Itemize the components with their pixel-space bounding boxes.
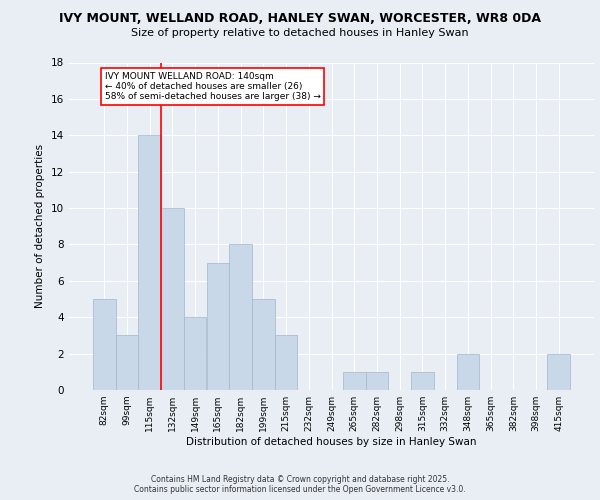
Bar xyxy=(206,262,229,390)
Bar xyxy=(161,208,184,390)
Bar xyxy=(252,299,275,390)
Bar xyxy=(411,372,434,390)
Bar xyxy=(229,244,252,390)
Y-axis label: Number of detached properties: Number of detached properties xyxy=(35,144,46,308)
Bar xyxy=(365,372,388,390)
Bar xyxy=(547,354,570,390)
Bar xyxy=(184,317,206,390)
Bar xyxy=(139,136,161,390)
Text: IVY MOUNT WELLAND ROAD: 140sqm
← 40% of detached houses are smaller (26)
58% of : IVY MOUNT WELLAND ROAD: 140sqm ← 40% of … xyxy=(104,72,320,102)
Text: Size of property relative to detached houses in Hanley Swan: Size of property relative to detached ho… xyxy=(131,28,469,38)
Bar xyxy=(275,336,298,390)
Text: Contains HM Land Registry data © Crown copyright and database right 2025.
Contai: Contains HM Land Registry data © Crown c… xyxy=(134,474,466,494)
Bar xyxy=(343,372,365,390)
X-axis label: Distribution of detached houses by size in Hanley Swan: Distribution of detached houses by size … xyxy=(186,437,477,447)
Bar xyxy=(457,354,479,390)
Bar xyxy=(116,336,139,390)
Text: IVY MOUNT, WELLAND ROAD, HANLEY SWAN, WORCESTER, WR8 0DA: IVY MOUNT, WELLAND ROAD, HANLEY SWAN, WO… xyxy=(59,12,541,26)
Bar xyxy=(93,299,116,390)
